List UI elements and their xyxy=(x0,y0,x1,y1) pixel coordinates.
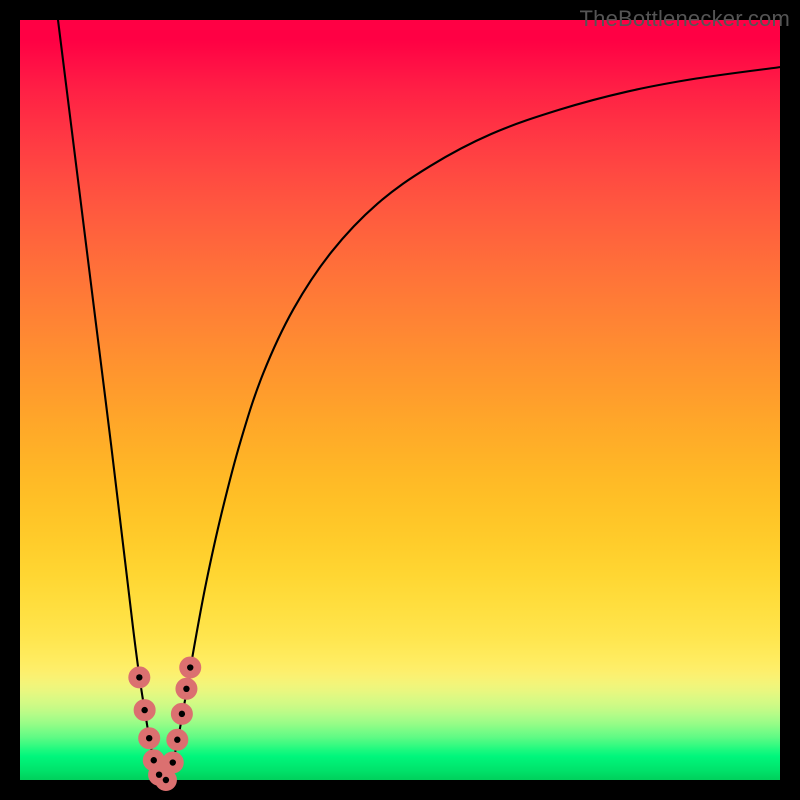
marker-dot xyxy=(163,777,169,783)
marker-dot xyxy=(136,674,142,680)
watermark-text: TheBottlenecker.com xyxy=(580,6,790,32)
marker-dot xyxy=(179,711,185,717)
marker-dot xyxy=(151,757,157,763)
marker-dot xyxy=(141,707,147,713)
marker-dot xyxy=(156,771,162,777)
gradient-background xyxy=(20,20,780,780)
chart-stage: TheBottlenecker.com xyxy=(0,0,800,800)
chart-svg xyxy=(0,0,800,800)
marker-dot xyxy=(187,664,193,670)
marker-dot xyxy=(170,759,176,765)
marker-dot xyxy=(146,735,152,741)
marker-dot xyxy=(183,686,189,692)
marker-dot xyxy=(174,737,180,743)
